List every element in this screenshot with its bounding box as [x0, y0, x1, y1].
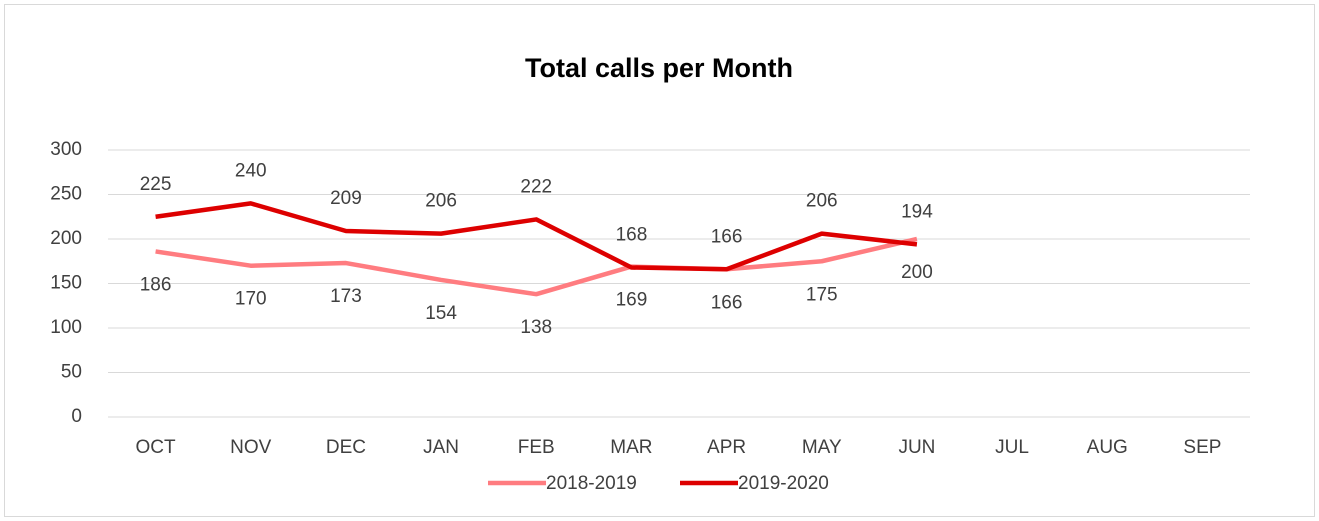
data-label: 209: [330, 188, 362, 209]
x-tick-label: JUL: [995, 437, 1029, 458]
x-tick-label: JAN: [423, 437, 459, 458]
y-tick-label: 100: [50, 317, 82, 338]
series-line: [155, 201, 918, 272]
legend-label: 2019-2020: [738, 473, 829, 494]
legend-label: 2018-2019: [546, 473, 637, 494]
x-tick-label: JUN: [898, 437, 935, 458]
data-label: 166: [711, 226, 743, 247]
y-tick-label: 200: [50, 228, 82, 249]
y-tick-label: 0: [71, 406, 82, 427]
x-tick-label: DEC: [326, 437, 366, 458]
data-label: 154: [425, 303, 457, 324]
x-tick-label: MAY: [802, 437, 842, 458]
data-label: 186: [140, 274, 172, 295]
x-tick-label: NOV: [230, 437, 272, 458]
data-label: 206: [425, 191, 457, 212]
data-label: 173: [330, 286, 362, 307]
data-label: 222: [520, 176, 552, 197]
data-label: 175: [806, 284, 838, 305]
data-label: 138: [520, 317, 552, 338]
x-tick-label: SEP: [1183, 437, 1221, 458]
x-tick-label: APR: [707, 437, 746, 458]
x-tick-label: MAR: [610, 437, 652, 458]
y-tick-label: 250: [50, 184, 82, 205]
series-line: [155, 236, 918, 297]
data-label: 166: [711, 292, 743, 313]
x-tick-label: FEB: [518, 437, 555, 458]
data-label: 225: [140, 174, 172, 195]
data-label: 200: [901, 262, 933, 283]
x-tick-label: AUG: [1087, 437, 1128, 458]
y-tick-label: 50: [61, 362, 82, 383]
y-tick-label: 150: [50, 273, 82, 294]
x-tick-label: OCT: [136, 437, 177, 458]
data-label: 240: [235, 160, 267, 181]
data-label: 194: [901, 201, 933, 222]
data-label: 169: [616, 290, 648, 311]
data-label: 206: [806, 191, 838, 212]
y-tick-label: 300: [50, 139, 82, 160]
data-label: 168: [616, 224, 648, 245]
data-label: 170: [235, 289, 267, 310]
chart-title: Total calls per Month: [525, 53, 793, 83]
